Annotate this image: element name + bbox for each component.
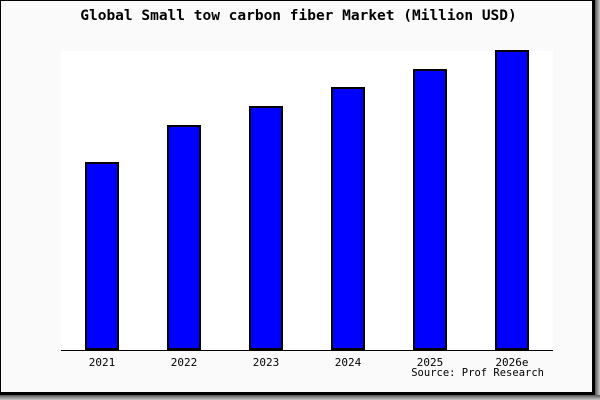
bar-2021 (85, 162, 119, 350)
chart-card: Global Small tow carbon fiber Market (Mi… (0, 0, 595, 395)
x-tick-2026e: 2026e (495, 356, 529, 369)
source-note: Source: Prof Research (411, 367, 544, 379)
x-tick-2021: 2021 (88, 356, 116, 369)
chart-title: Global Small tow carbon fiber Market (Mi… (80, 8, 517, 24)
plot-area (61, 50, 553, 351)
bar-2022 (167, 125, 201, 350)
bar-2026e (495, 50, 529, 350)
bar-2023 (249, 106, 283, 350)
x-tick-2023: 2023 (252, 356, 280, 369)
bar-2025 (413, 69, 447, 350)
x-tick-2024: 2024 (334, 356, 362, 369)
x-tick-2022: 2022 (170, 356, 198, 369)
x-tick-2025: 2025 (416, 356, 444, 369)
bar-2024 (331, 87, 365, 350)
x-axis-tick-labels: 2021 2022 2023 2024 2025 2026e (61, 356, 553, 370)
frame-shadow-right (595, 0, 600, 395)
frame-shadow-bottom (0, 395, 600, 400)
